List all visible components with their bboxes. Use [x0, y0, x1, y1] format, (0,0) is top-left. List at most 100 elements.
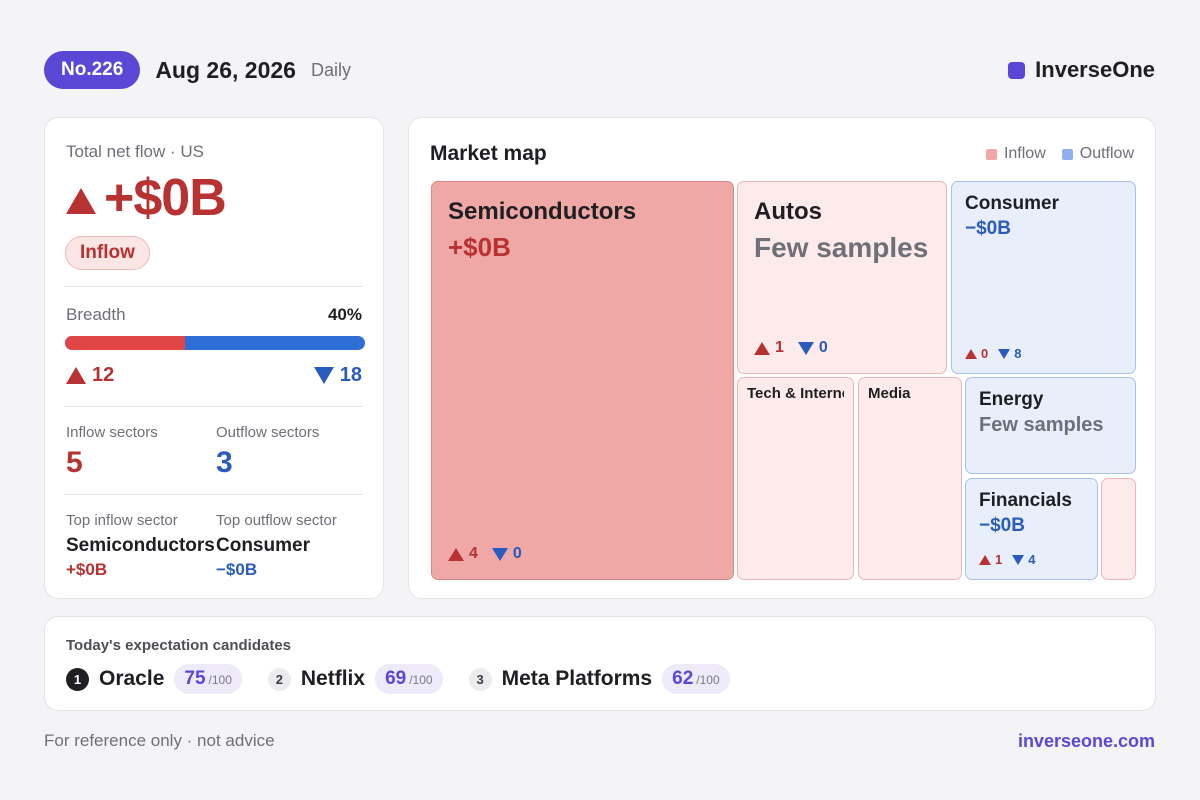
top-inflow-label: Top inflow sector	[66, 512, 178, 529]
tile-down-count: 8	[998, 346, 1021, 361]
tile-down-count: 0	[797, 339, 828, 357]
candidate-item[interactable]: 2 Netflix 69 /100	[267, 664, 443, 694]
breadth-up-value: 12	[92, 364, 115, 386]
candidate-rank: 3	[468, 667, 492, 691]
breadth-up-count: 12	[66, 364, 114, 387]
issue-badge: No.226	[44, 51, 141, 89]
candidate-rank: 1	[66, 667, 89, 691]
tile-financials[interactable]: Financials −$0B 1 4	[965, 478, 1098, 580]
candidate-score-max: /100	[696, 673, 720, 687]
legend-outflow-label: Outflow	[1079, 145, 1134, 162]
tile-value: −$0B	[965, 218, 1011, 239]
candidate-name: Oracle	[99, 667, 165, 690]
market-map-legend: Inflow Outflow	[970, 145, 1134, 163]
candidate-name: Meta Platforms	[501, 667, 653, 690]
tile-up-count: 1	[754, 339, 784, 357]
inflow-sectors-count: 5	[66, 446, 83, 479]
tile-consumer[interactable]: Consumer −$0B 0 8	[951, 181, 1136, 374]
candidate-rank: 2	[267, 667, 291, 691]
brand[interactable]: InverseOne	[1008, 57, 1155, 83]
direction-badge: Inflow	[65, 236, 150, 270]
tile-small-sector[interactable]	[1101, 478, 1136, 580]
tile-name: Autos	[754, 198, 822, 225]
tile-counts: 4 0	[448, 545, 522, 563]
top-outflow-name: Consumer	[216, 535, 310, 556]
legend-inflow-swatch	[985, 148, 997, 160]
candidate-score: 75 /100	[174, 664, 242, 694]
candidate-score: 62 /100	[662, 664, 730, 694]
up-arrow-icon	[979, 554, 991, 565]
breadth-down-count: 18	[313, 364, 362, 387]
legend-outflow: Outflow	[1061, 145, 1134, 163]
report-date: Aug 26, 2026	[155, 56, 296, 83]
disclaimer: For reference only · not advice	[44, 731, 275, 750]
divider	[65, 286, 363, 287]
legend-outflow-swatch	[1061, 148, 1073, 160]
top-outflow-value: −$0B	[216, 560, 258, 579]
breadth-percent: 40%	[327, 305, 362, 324]
candidates-list: 1 Oracle 75 /100 2 Netflix 69 /100 3 Met…	[66, 664, 756, 694]
breadth-bar	[65, 336, 365, 350]
up-arrow-icon	[66, 367, 86, 384]
tile-tech-internet[interactable]: Tech & Internet	[737, 377, 854, 580]
breadth-bar-fill	[65, 336, 185, 350]
top-inflow-name: Semiconductors	[66, 535, 215, 556]
candidate-item[interactable]: 3 Meta Platforms 62 /100	[468, 664, 730, 694]
tile-note: Few samples	[979, 414, 1104, 436]
tile-up-value: 1	[995, 552, 1003, 567]
outflow-sectors-count: 3	[216, 446, 233, 479]
report-frequency: Daily	[310, 59, 351, 80]
tile-counts: 0 8	[965, 346, 1021, 361]
tile-note: Few samples	[754, 232, 929, 263]
legend-inflow-label: Inflow	[1003, 145, 1046, 162]
top-inflow-value: +$0B	[66, 560, 108, 579]
market-map-card: Market map Inflow Outflow Semiconductors…	[408, 117, 1156, 599]
up-arrow-icon	[448, 547, 464, 561]
inflow-sectors-label: Inflow sectors	[66, 424, 158, 441]
tile-down-value: 0	[818, 339, 828, 356]
breadth-label: Breadth	[66, 305, 126, 324]
website-link[interactable]: inverseone.com	[1017, 731, 1155, 751]
candidate-name: Netflix	[300, 667, 366, 690]
down-arrow-icon	[491, 547, 508, 561]
tile-value: −$0B	[979, 515, 1025, 536]
tile-media[interactable]: Media	[858, 377, 962, 580]
tile-down-count: 4	[1012, 552, 1035, 567]
tile-name: Financials	[979, 490, 1072, 511]
candidates-card: Today's expectation candidates 1 Oracle …	[44, 616, 1156, 711]
legend-inflow: Inflow	[985, 145, 1046, 163]
tile-up-count: 4	[448, 545, 478, 563]
brand-logo-icon	[1008, 61, 1026, 79]
tile-name: Semiconductors	[448, 198, 637, 225]
tile-down-value: 0	[512, 545, 522, 562]
divider	[65, 494, 363, 495]
tile-counts: 1 4	[979, 552, 1035, 567]
tile-autos[interactable]: Autos Few samples 1 0	[737, 181, 947, 374]
tile-value: +$0B	[448, 232, 511, 262]
divider	[65, 406, 363, 407]
tile-counts: 1 0	[754, 339, 828, 357]
tile-down-value: 8	[1014, 346, 1022, 361]
candidate-score: 69 /100	[375, 664, 443, 694]
tile-name: Energy	[979, 389, 1044, 410]
header: No.226 Aug 26, 2026 Daily InverseOne	[44, 51, 1155, 89]
market-map-title: Market map	[430, 142, 547, 165]
net-flow-card: Total net flow · US +$0B Inflow Breadth …	[44, 117, 384, 599]
net-flow-label: Total net flow · US	[66, 142, 204, 161]
outflow-sectors-label: Outflow sectors	[216, 424, 320, 441]
tile-name: Tech & Internet	[747, 385, 844, 402]
candidate-item[interactable]: 1 Oracle 75 /100	[66, 664, 242, 694]
brand-name: InverseOne	[1035, 57, 1155, 82]
tile-semiconductors[interactable]: Semiconductors +$0B 4 0	[431, 181, 734, 580]
down-arrow-icon	[797, 341, 814, 355]
tile-down-count: 0	[491, 545, 522, 563]
down-arrow-icon	[313, 367, 334, 384]
candidate-score-value: 75	[184, 668, 206, 689]
tile-up-value: 4	[469, 545, 478, 562]
net-flow-amount: +$0B	[104, 169, 227, 227]
candidates-title: Today's expectation candidates	[66, 637, 292, 654]
tile-name: Consumer	[965, 193, 1059, 214]
tile-energy[interactable]: Energy Few samples	[965, 377, 1136, 474]
breadth-down-value: 18	[339, 364, 362, 386]
tile-up-value: 1	[775, 339, 784, 356]
